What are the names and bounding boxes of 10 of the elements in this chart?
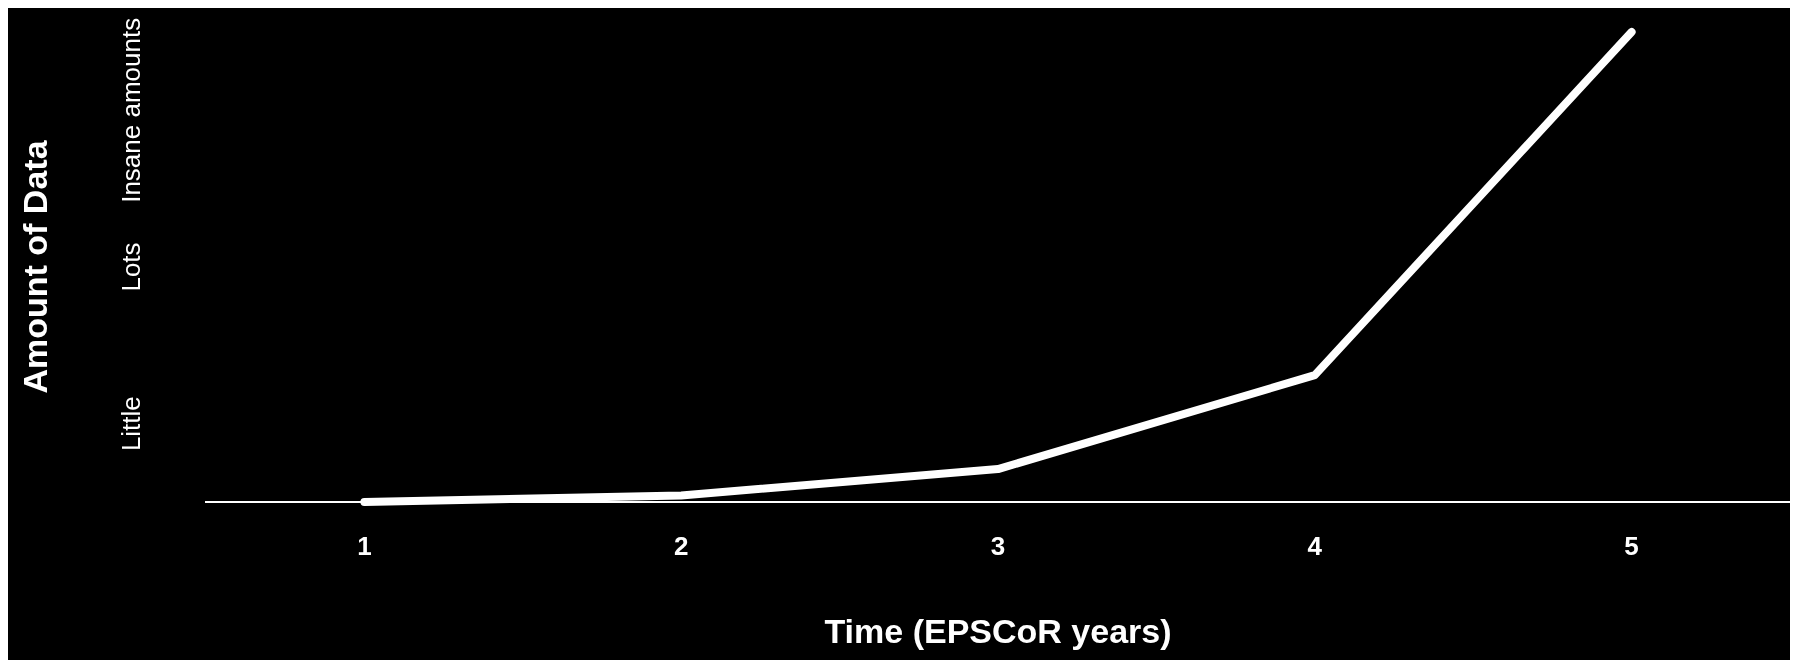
text: Lots: [116, 242, 147, 292]
text: Little: [116, 396, 147, 452]
x-axis-title: Time (EPSCoR years): [824, 611, 1172, 650]
x-tick-label: 2: [673, 530, 689, 561]
x-tick-label: 4: [1307, 530, 1323, 561]
x-tick-label: 1: [357, 530, 372, 561]
x-tick-label: 3: [990, 530, 1006, 561]
text: Insane amounts: [116, 17, 147, 203]
y-axis-title: Amount of Data: [16, 139, 55, 394]
x-tick-label: 5: [1624, 530, 1639, 561]
